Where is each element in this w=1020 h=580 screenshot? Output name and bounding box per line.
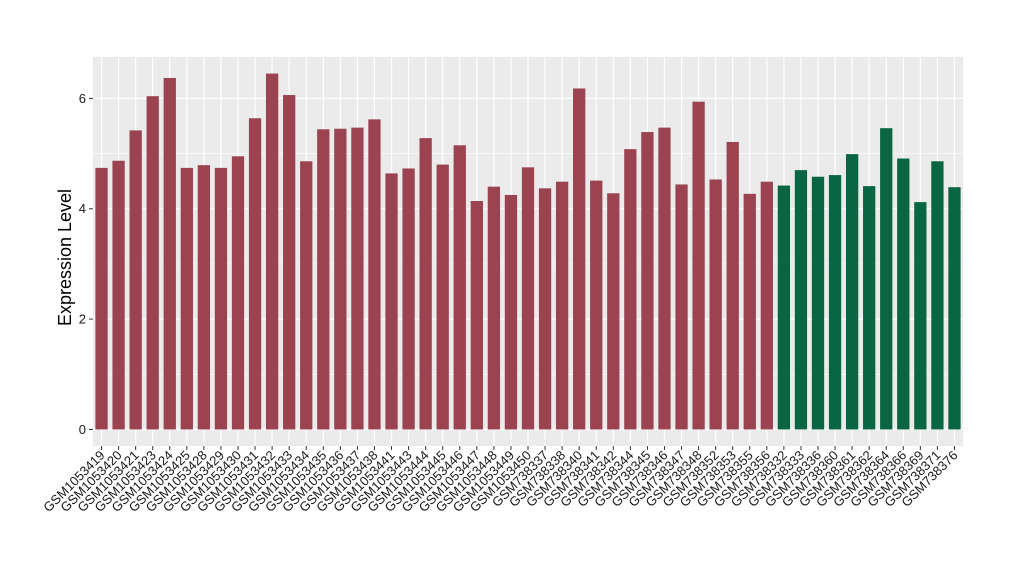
bar: [794, 170, 808, 430]
bar: [419, 138, 432, 430]
bar: [487, 186, 501, 430]
bar: [726, 141, 739, 430]
bar: [692, 101, 705, 430]
bar: [760, 181, 773, 430]
bar: [368, 119, 381, 430]
y-tick-label: 2: [79, 312, 86, 327]
bar: [914, 202, 927, 430]
bar: [197, 165, 211, 430]
bar: [470, 201, 483, 430]
bar: [573, 88, 586, 430]
bar: [453, 145, 466, 430]
bar: [863, 186, 876, 430]
bar: [607, 193, 620, 430]
bar: [163, 77, 176, 430]
bar: [658, 127, 671, 430]
x-axis: GSM1053419GSM1053420GSM1053421GSM1053423…: [40, 446, 961, 515]
bar: [743, 193, 756, 430]
bar: [300, 161, 313, 430]
y-axis-title: Expression Level: [55, 189, 75, 326]
bar: [334, 128, 347, 430]
bar: [811, 176, 825, 430]
bar: [897, 158, 910, 430]
bar: [590, 180, 603, 430]
bar: [675, 184, 688, 430]
y-tick-label: 0: [79, 422, 86, 437]
bar: [641, 132, 654, 430]
bar: [931, 161, 944, 430]
bar: [538, 188, 552, 430]
y-axis: 0 2 4 6: [79, 91, 93, 437]
bar: [777, 185, 791, 430]
bar: [521, 167, 535, 430]
bar: [95, 167, 108, 430]
bar: [402, 168, 415, 430]
bar: [231, 156, 245, 430]
bar: [146, 96, 159, 430]
bar: [385, 173, 398, 430]
bar: [283, 95, 296, 430]
bar: [265, 73, 279, 430]
bar: [180, 167, 193, 430]
bar: [709, 179, 722, 430]
bar: [248, 118, 262, 430]
bar: [214, 167, 228, 430]
bar: [112, 160, 125, 430]
y-tick-label: 6: [79, 91, 86, 106]
bar: [880, 128, 893, 430]
bars: [95, 73, 961, 430]
bar: [351, 127, 364, 430]
bar: [828, 175, 842, 430]
bar: [504, 194, 518, 430]
bar: [436, 164, 449, 430]
bar: [555, 181, 569, 430]
bar: [624, 149, 637, 430]
bar: [129, 130, 142, 430]
bar: [317, 129, 330, 430]
bar: [845, 154, 859, 430]
y-tick-label: 4: [79, 201, 86, 216]
bar: [948, 187, 961, 430]
